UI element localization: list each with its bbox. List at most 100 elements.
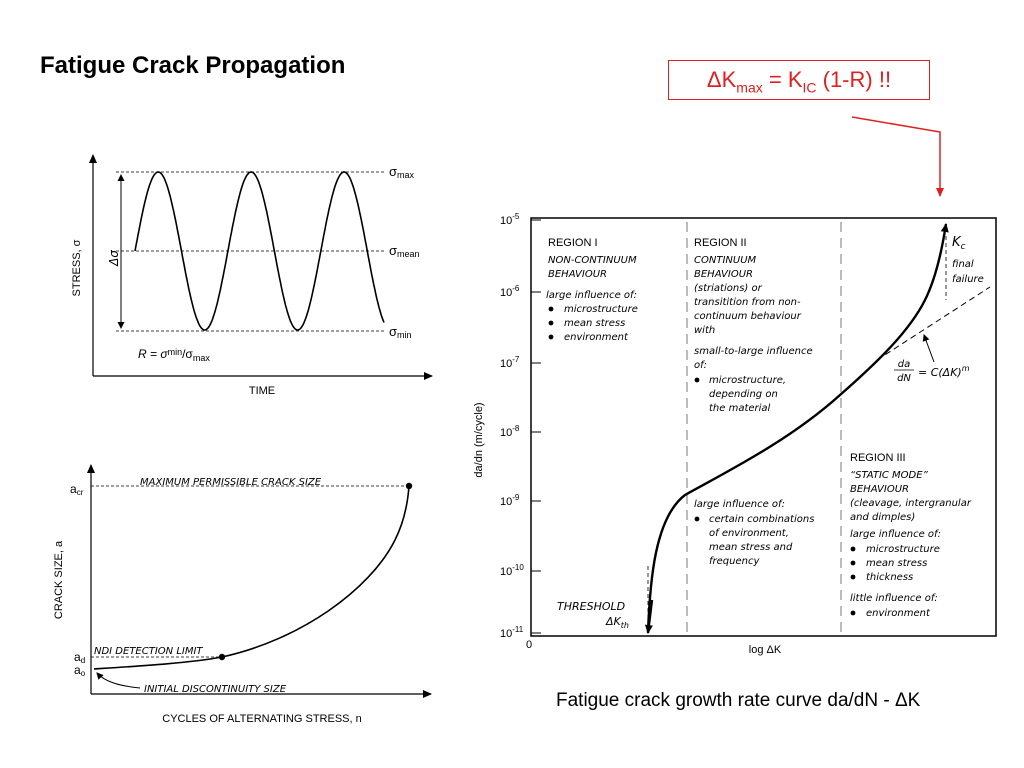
page-title: Fatigue Crack Propagation <box>40 52 346 79</box>
region2-lower-item: mean stress and <box>709 542 793 553</box>
y-tick-label: 10-7 <box>500 355 520 370</box>
growth-plot-frame <box>530 217 997 637</box>
crack-size-plot: CRACK SIZE, a CYCLES OF ALTERNATING STRE… <box>53 464 432 725</box>
ao-label: ao <box>74 663 86 678</box>
stress-time-plot: STRESS, σ TIME Δσ σmax σmean σmin R = σm… <box>71 154 433 397</box>
smin-label: σmin <box>389 324 412 340</box>
stress-sine-wave <box>134 171 385 331</box>
region2-line: continuum behaviour <box>694 311 802 322</box>
growth-ylabel: da/dn (m/cycle) <box>473 402 485 477</box>
growth-rate-curve <box>646 223 949 633</box>
r-ratio-label: R = σmin/σmax <box>138 347 210 363</box>
y-tick-label: 10-6 <box>500 284 520 299</box>
region3-item: microstructure <box>866 544 940 555</box>
max-crack-label: MAXIMUM PERMISSIBLE CRACK SIZE <box>140 477 322 488</box>
region1-heading: REGION I <box>548 237 598 249</box>
region3-line: and dimples) <box>850 512 915 523</box>
callout-sub-max: max <box>736 79 763 96</box>
region2-line: CONTINUUM <box>694 255 757 266</box>
region3-item2: environment <box>866 608 931 619</box>
bullet <box>850 574 856 580</box>
final-label: final <box>952 259 974 270</box>
bullet <box>850 546 856 552</box>
bullet <box>850 560 856 566</box>
y-tick-label: 10-10 <box>500 563 524 578</box>
y-tick-marks <box>531 219 541 634</box>
ndi-point <box>218 653 226 661</box>
region2-item: the material <box>709 403 771 414</box>
callout-mid: = K <box>762 67 803 92</box>
paris-law-extension <box>876 286 991 361</box>
paris-rhs: = C(ΔK)m <box>918 364 970 379</box>
figure-caption: Fatigue crack growth rate curve da/dN - … <box>556 690 921 711</box>
threshold-label: THRESHOLD <box>557 600 625 613</box>
origin-label: 0 <box>526 639 532 651</box>
paris-denominator: dN <box>897 373 911 384</box>
region2-line: with <box>694 325 715 336</box>
region1-item: mean stress <box>564 318 625 329</box>
region3-line: (cleavage, intergranular <box>850 498 972 509</box>
y-tick-label: 10-8 <box>500 424 520 439</box>
kmax-callout-box: ΔKmax = KIC (1-R) !! <box>668 60 930 100</box>
region1-item: microstructure <box>564 304 638 315</box>
callout-arrow <box>851 116 944 197</box>
region2-item: microstructure, <box>709 375 786 386</box>
delta-sigma-label: Δσ <box>107 250 121 267</box>
region2-line: BEHAVIOUR <box>694 269 753 280</box>
region2-line: transitition from non- <box>694 297 801 308</box>
region3-item: thickness <box>866 572 913 583</box>
y-tick-label: 10-9 <box>500 493 520 508</box>
region2-lower-item: of environment, <box>709 528 789 539</box>
y-tick-label: 10-11 <box>500 625 524 640</box>
region2-heading: REGION II <box>694 237 747 249</box>
region3-item: mean stress <box>866 558 927 569</box>
smean-label: σmean <box>389 243 420 259</box>
crack-ylabel: CRACK SIZE, a <box>53 540 65 619</box>
ndi-label: NDI DETECTION LIMIT <box>94 646 203 657</box>
region1-item: environment <box>564 332 629 343</box>
critical-point <box>405 482 413 490</box>
region2-item: depending on <box>709 389 778 400</box>
ad-label: ad <box>74 650 85 665</box>
region1-list: microstructure mean stress environment <box>548 304 638 343</box>
callout-tail: (1-R) !! <box>816 67 892 92</box>
region2-lower-item: certain combinations <box>709 514 814 525</box>
crack-xlabel: CYCLES OF ALTERNATING STRESS, n <box>162 713 361 725</box>
growth-xlabel: log ΔK <box>749 644 782 656</box>
curve-start-arrow <box>644 599 654 634</box>
region3-line: BEHAVIOUR <box>850 484 909 495</box>
initial-size-leader <box>96 672 141 689</box>
region2-intro: small-to-large influence <box>694 346 813 357</box>
bullet <box>694 516 700 522</box>
acr-label: acr <box>70 482 84 497</box>
region2-intro2: of: <box>694 360 707 371</box>
kc-label: Kc <box>952 235 966 252</box>
stress-ylabel: STRESS, σ <box>71 239 83 296</box>
stress-xlabel: TIME <box>249 385 275 397</box>
paris-leader <box>922 334 935 363</box>
region2-lower-item: frequency <box>709 556 760 567</box>
region1-sub2: BEHAVIOUR <box>548 269 607 280</box>
bullet <box>694 377 700 383</box>
growth-rate-plot: 10-5 10-6 10-7 10-8 10-9 10-10 10-11 da/dn (m/… <box>473 212 997 656</box>
callout-delta: ΔK <box>706 67 737 92</box>
region3-intro: large influence of: <box>850 529 941 540</box>
threshold-dk-label: ΔKth <box>605 615 629 630</box>
y-tick-label: 10-5 <box>500 212 520 227</box>
bullet <box>548 320 554 326</box>
initial-discontinuity-label: INITIAL DISCONTINUITY SIZE <box>144 684 287 695</box>
region1-sub1: NON-CONTINUUM <box>548 255 637 266</box>
bullet <box>850 610 856 616</box>
region1-intro: large influence of: <box>546 290 637 301</box>
region3-line: “STATIC MODE” <box>850 470 929 481</box>
region2-line: (striations) or <box>694 283 763 294</box>
bullet <box>548 334 554 340</box>
crack-growth-curve <box>93 485 410 670</box>
region3-intro2: little influence of: <box>850 593 938 604</box>
y-tick-labels: 10-5 10-6 10-7 10-8 10-9 10-10 10-11 <box>500 212 524 640</box>
smax-label: σmax <box>389 164 415 180</box>
bullet <box>548 306 554 312</box>
failure-label: failure <box>952 274 984 285</box>
region3-heading: REGION III <box>850 452 906 464</box>
